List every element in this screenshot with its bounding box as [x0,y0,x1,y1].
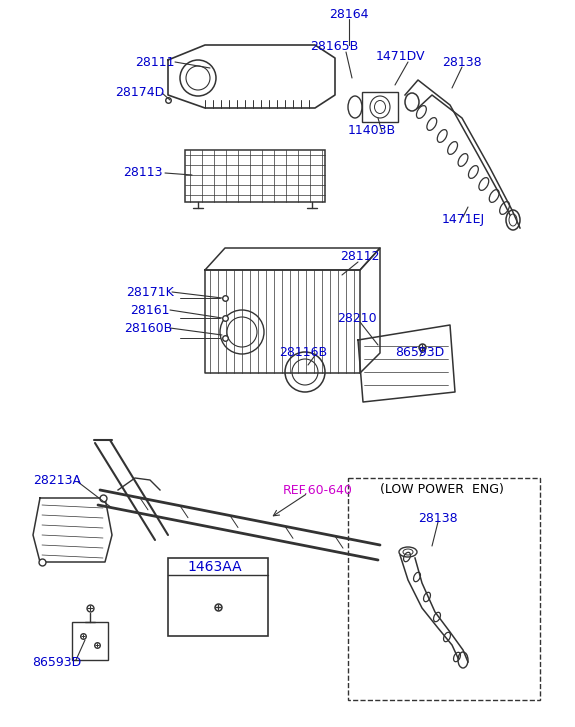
Text: 11403B: 11403B [348,124,396,137]
Text: 28213A: 28213A [33,473,81,486]
Text: 28138: 28138 [418,512,458,524]
Text: 28116B: 28116B [279,345,327,358]
Text: 28161: 28161 [131,303,170,316]
Text: 28174D: 28174D [116,87,164,100]
Text: 86593D: 86593D [32,656,82,670]
Text: 1471DV: 1471DV [375,50,425,63]
Text: 28112: 28112 [340,251,380,263]
Bar [72,622,108,660]
Bar [185,150,325,202]
Text: 28111: 28111 [135,55,175,68]
Bar [362,92,398,122]
Text: 28210: 28210 [337,311,377,324]
Text: (LOW POWER  ENG): (LOW POWER ENG) [380,483,504,497]
Text: REF.60-640: REF.60-640 [283,483,353,497]
Text: 28164: 28164 [329,7,369,20]
Text: 28171K: 28171K [126,286,174,299]
Text: 28113: 28113 [123,166,163,180]
Text: 86593D: 86593D [396,347,444,359]
Text: 28138: 28138 [442,55,482,68]
Bar [348,478,540,700]
Text: 28165B: 28165B [310,41,358,54]
Text: 1471EJ: 1471EJ [442,214,485,227]
Text: 1463AA: 1463AA [187,560,242,574]
Bar [168,558,268,636]
Text: 28160B: 28160B [124,321,172,334]
